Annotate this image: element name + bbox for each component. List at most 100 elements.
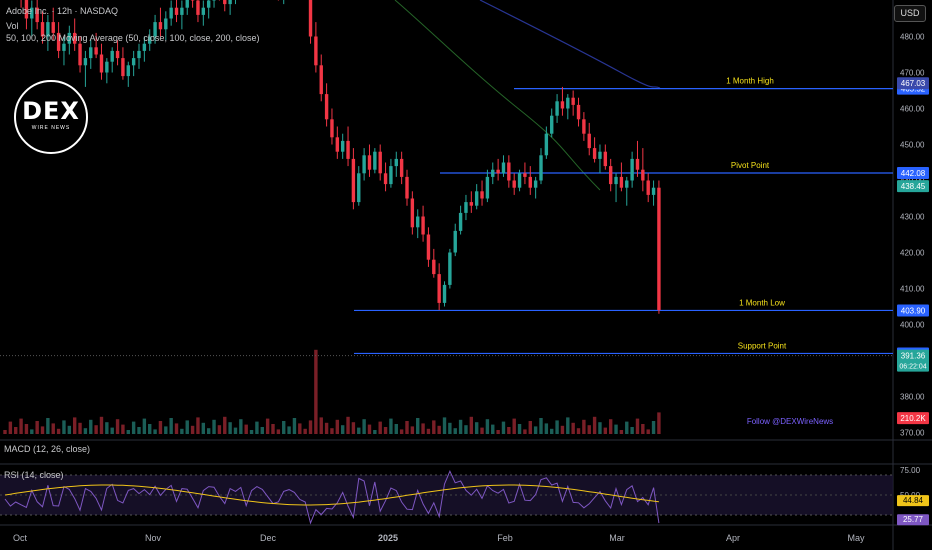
candle-body [614, 176, 618, 185]
volume-bar [83, 428, 88, 434]
time-axis-label: May [847, 533, 865, 543]
volume-bar [560, 425, 565, 434]
volume-bar [383, 427, 388, 434]
candle-body [608, 166, 613, 185]
candle-body [383, 173, 388, 185]
candle-body [485, 176, 490, 199]
time-axis-label: Feb [497, 533, 513, 543]
candle-body [544, 133, 549, 156]
candle-body [533, 180, 538, 188]
volume-bar [646, 429, 650, 434]
candle-body [464, 202, 468, 213]
volume-bar [126, 430, 130, 434]
candle-body [517, 173, 522, 188]
candle-body [89, 47, 93, 59]
volume-bar [458, 419, 463, 434]
volume-bar [67, 425, 72, 434]
volume-bar [46, 418, 50, 434]
candle-body [196, 0, 200, 15]
volume-label: Vol [6, 21, 19, 31]
volume-bar [249, 430, 254, 434]
candle-body [480, 191, 484, 199]
volume-bar [399, 429, 404, 434]
volume-bar [523, 429, 527, 434]
candle-body [362, 155, 366, 174]
volume-bar [346, 416, 350, 434]
volume-bar [603, 427, 608, 434]
volume-bar [416, 418, 420, 434]
candle-body [523, 173, 527, 177]
volume-bar [56, 428, 61, 434]
candle-body [367, 155, 372, 170]
candle-body [512, 180, 516, 188]
macd-label: MACD (12, 26, close) [4, 444, 91, 454]
candle-body [190, 0, 195, 1]
candle-body [94, 47, 98, 55]
candle-body [137, 50, 141, 59]
volume-bar [512, 418, 516, 434]
candle-body [46, 22, 50, 37]
candle-body [571, 97, 575, 105]
candle-body [630, 158, 634, 181]
volume-bar [19, 418, 23, 434]
volume-bar [491, 424, 495, 434]
level-badge-label: 442.08 [901, 169, 926, 178]
volume-bar [507, 427, 511, 434]
volume-bar [131, 421, 136, 434]
price-badge-label: 391.36 [901, 352, 926, 361]
candle-body [592, 148, 597, 159]
volume-bar [169, 418, 173, 434]
countdown-label: 06:22:04 [899, 364, 926, 371]
rsi-tick-label: 75.00 [900, 466, 921, 475]
candle-body [641, 169, 645, 181]
price-tick-label: 450.00 [900, 141, 925, 150]
volume-bar [555, 420, 559, 434]
level-annotation: 1 Month Low [739, 298, 785, 307]
volume-bar [448, 422, 452, 434]
volume-bar [378, 421, 382, 434]
volume-bar [544, 423, 549, 434]
volume-bar [196, 417, 200, 434]
candle-body [528, 176, 532, 188]
volume-bar [148, 424, 152, 434]
candle-body [158, 22, 163, 30]
rsi-badge-label: 25.77 [903, 515, 924, 524]
time-axis-label: Apr [726, 533, 740, 543]
volume-bar [437, 425, 441, 434]
candle-body [474, 191, 479, 206]
candle-body [228, 0, 232, 5]
volume-bar [142, 418, 147, 434]
volume-bar [598, 422, 602, 434]
volume-bar [8, 421, 13, 434]
candle-body [153, 22, 157, 37]
volume-bar [576, 428, 581, 434]
candle-body [582, 119, 586, 134]
watermark-text: Follow @DEXWireNews [747, 417, 833, 426]
volume-bar [587, 425, 591, 434]
candle-body [121, 58, 125, 77]
volume-bar [14, 427, 18, 434]
candle-body [72, 32, 77, 44]
volume-bar [72, 417, 77, 434]
price-tick-label: 460.00 [900, 105, 925, 114]
time-axis-label: Dec [260, 533, 277, 543]
candle-body [319, 65, 323, 95]
volume-bar [228, 422, 232, 434]
volume-bar [164, 426, 168, 434]
candle-body [78, 43, 82, 66]
logo-text: DEX [22, 97, 80, 125]
candle-body [442, 284, 447, 303]
level-badge [897, 304, 929, 317]
candle-body [148, 36, 152, 44]
volume-bar [3, 430, 7, 434]
level-annotation: Pivot Point [731, 161, 770, 170]
currency-button[interactable]: USD [894, 5, 926, 22]
volume-bar [255, 421, 259, 434]
volume-bar [582, 419, 586, 434]
volume-bar [271, 424, 275, 434]
volume-bar [657, 412, 661, 434]
candle-body [389, 166, 393, 185]
candle-body [131, 58, 136, 66]
candle-body [105, 61, 109, 73]
